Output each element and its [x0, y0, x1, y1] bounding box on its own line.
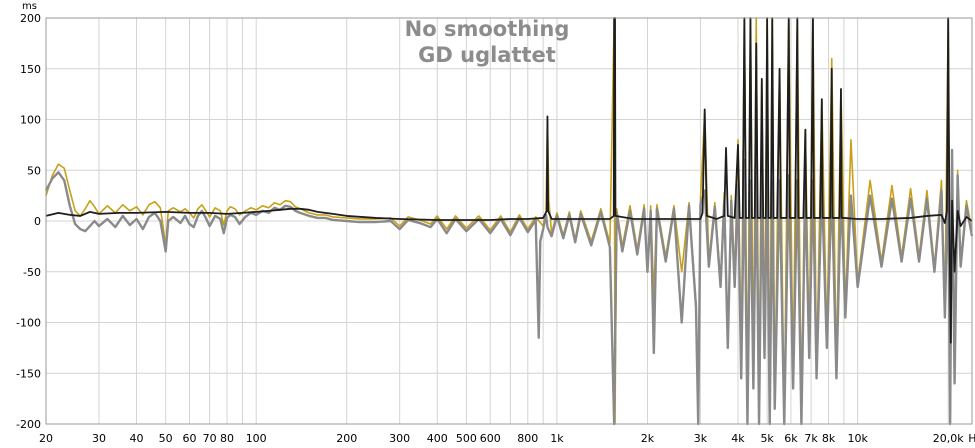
- x-tick-label: 50: [159, 432, 173, 445]
- x-tick-label: 8k: [822, 432, 836, 445]
- y-tick-label: -100: [16, 317, 41, 330]
- x-tick-label: 20: [39, 432, 53, 445]
- y-tick-label: 0: [34, 215, 41, 228]
- series-group: [44, 17, 974, 426]
- x-tick-label: 80: [220, 432, 234, 445]
- x-tick-label: 20,0k: [933, 432, 964, 445]
- x-tick-label: 800: [517, 432, 538, 445]
- x-tick-label: 40: [130, 432, 144, 445]
- x-tick-label: 10k: [847, 432, 868, 445]
- x-tick-label: 70: [203, 432, 217, 445]
- x-axis-unit: Hz: [968, 432, 975, 445]
- y-tick-label: -50: [23, 266, 41, 279]
- x-tick-label: 300: [389, 432, 410, 445]
- x-tick-label: 30: [92, 432, 106, 445]
- x-tick-label: 100: [246, 432, 267, 445]
- x-tick-label: 4k: [731, 432, 745, 445]
- series-line-3: [45, 17, 973, 344]
- y-tick-label: 150: [20, 63, 41, 76]
- x-tick-label: 600: [480, 432, 501, 445]
- x-tick-label: 400: [427, 432, 448, 445]
- y-tick-label: -200: [16, 418, 41, 431]
- y-tick-labels: 200 150 100 50 0 -50 -100 -150 -200: [16, 12, 41, 431]
- x-tick-label: 1k: [550, 432, 564, 445]
- x-tick-label: 7k: [804, 432, 818, 445]
- x-tick-label: 60: [182, 432, 196, 445]
- x-tick-label: 3k: [694, 432, 708, 445]
- x-tick-label: 500: [456, 432, 477, 445]
- chart-subtitle: GD uglattet: [418, 43, 556, 67]
- plot-frame: [45, 17, 973, 425]
- x-tick-label: 6k: [784, 432, 798, 445]
- x-tick-label: 5k: [760, 432, 774, 445]
- y-tick-label: 200: [20, 12, 41, 25]
- y-tick-label: 50: [27, 164, 41, 177]
- y-tick-label: -150: [16, 367, 41, 380]
- y-tick-label: 100: [20, 114, 41, 127]
- chart-title: No smoothing: [405, 17, 570, 41]
- x-tick-label: 2k: [641, 432, 655, 445]
- x-tick-labels: 20 30 40 50 60 70 80 100 200 300 400 500 600 800 1k 2k 3…: [39, 432, 975, 445]
- x-tick-label: 200: [336, 432, 357, 445]
- y-axis-unit: ms: [22, 1, 37, 12]
